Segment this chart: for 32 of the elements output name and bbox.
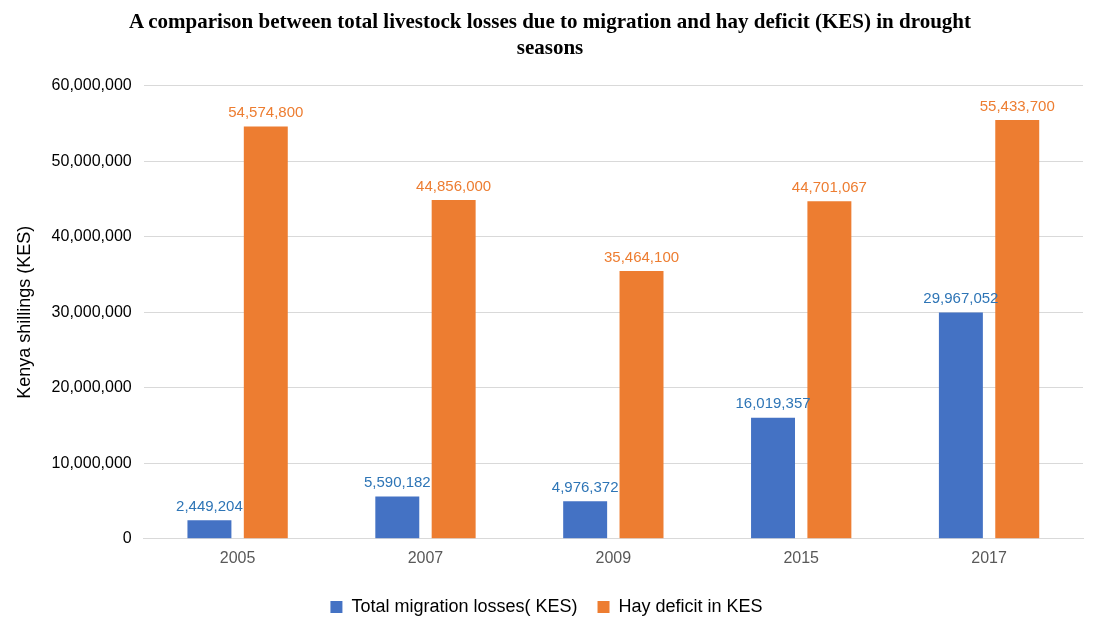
y-tick-label: 40,000,000 — [51, 227, 132, 245]
legend-label: Hay deficit in KES — [618, 595, 763, 616]
y-tick-label: 50,000,000 — [51, 151, 132, 169]
bar — [563, 501, 608, 539]
y-tick-label: 60,000,000 — [51, 76, 132, 94]
x-tick-label: 2005 — [219, 548, 256, 566]
y-tick-label: 30,000,000 — [51, 302, 132, 320]
bar — [375, 496, 420, 539]
data-label: 55,433,700 — [979, 96, 1055, 114]
data-label: 35,464,100 — [603, 247, 680, 265]
x-tick-label: 2017 — [971, 548, 1007, 566]
chart-title: A comparison between total livestock losses due to migration and hay deficit (KES) in drought seasons — [128, 8, 972, 60]
bar — [243, 126, 288, 539]
bar — [431, 199, 476, 539]
bar — [619, 270, 664, 539]
data-label: 54,574,800 — [228, 103, 304, 121]
x-tick-label: 2015 — [783, 548, 820, 566]
bar — [187, 520, 232, 539]
y-tick-label: 0 — [122, 529, 132, 547]
legend-label: Total migration losses( KES) — [351, 595, 578, 616]
bar — [938, 312, 983, 539]
data-label: 4,976,372 — [551, 477, 619, 495]
x-tick-label: 2007 — [407, 548, 444, 566]
y-tick-label: 10,000,000 — [51, 453, 132, 471]
y-tick-label: 20,000,000 — [51, 378, 132, 396]
bar — [751, 417, 795, 539]
data-label: 44,856,000 — [416, 176, 492, 194]
data-label: 5,590,182 — [363, 473, 431, 491]
y-axis-title: Kenya shillings (KES) — [13, 225, 34, 399]
data-label: 44,701,067 — [791, 177, 867, 195]
x-tick-label: 2009 — [595, 548, 632, 566]
data-label: 2,449,204 — [176, 496, 243, 514]
